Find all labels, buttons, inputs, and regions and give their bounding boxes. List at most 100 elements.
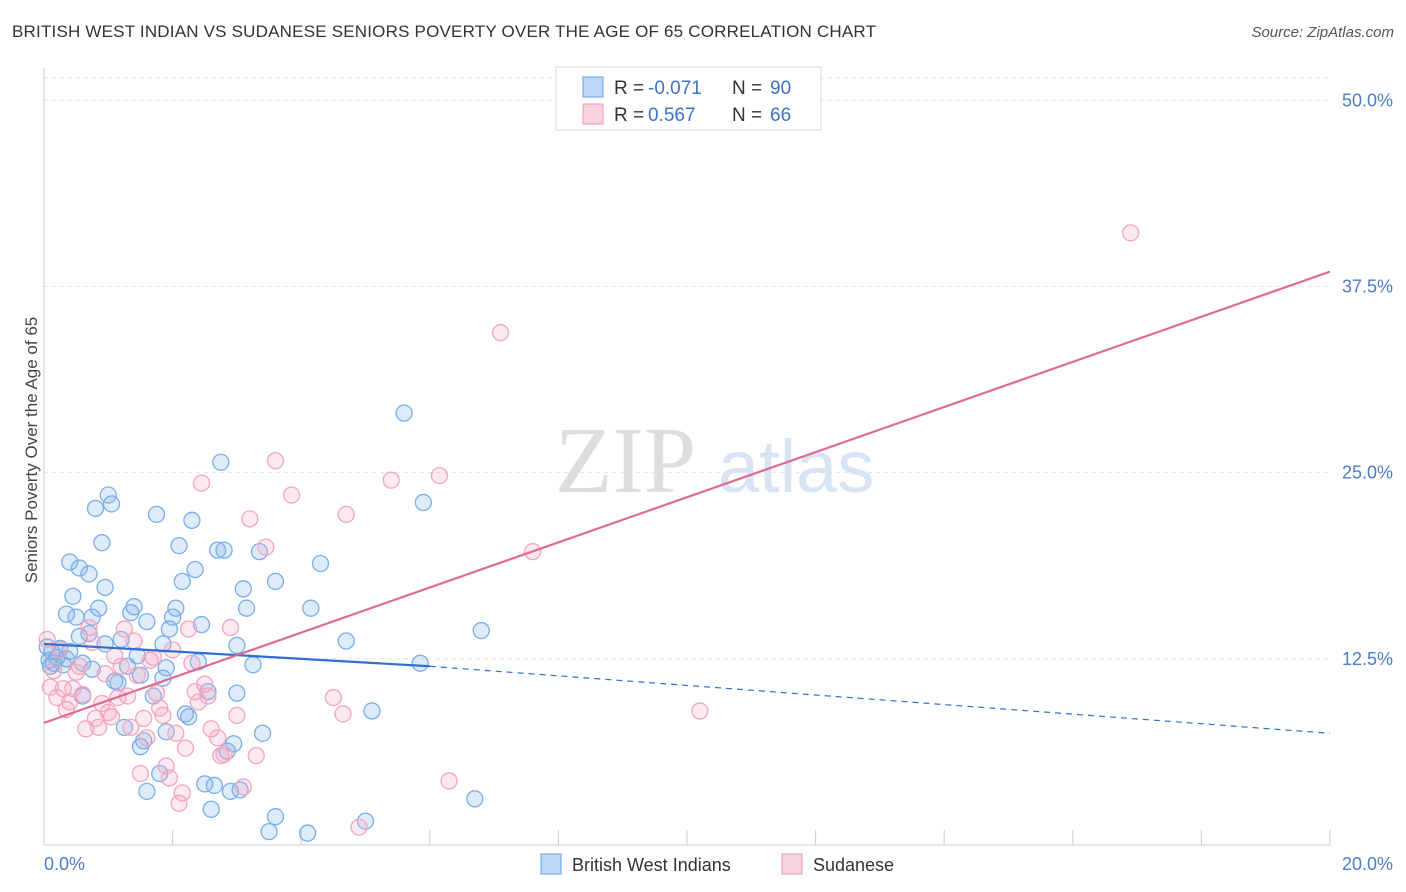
data-point <box>167 599 185 617</box>
data-point <box>334 705 352 723</box>
data-point <box>266 572 285 591</box>
trend-line <box>43 270 1331 724</box>
data-point <box>144 648 162 666</box>
data-point <box>109 674 127 692</box>
data-point <box>237 599 256 617</box>
data-point <box>382 471 400 489</box>
data-point <box>260 822 278 841</box>
data-point <box>221 618 240 637</box>
data-point <box>183 511 201 529</box>
data-point <box>163 641 182 659</box>
series-points <box>38 224 1140 836</box>
data-point <box>257 538 275 556</box>
data-point <box>311 554 330 573</box>
legend-r-value: 0.567 <box>648 105 696 126</box>
data-point <box>112 657 130 675</box>
data-point <box>73 685 92 704</box>
data-point <box>440 772 458 790</box>
watermark-zip: ZIP <box>555 409 696 513</box>
legend-n-label: N = <box>732 78 762 99</box>
data-point <box>125 632 143 650</box>
data-point <box>70 657 89 675</box>
data-point <box>138 729 156 747</box>
data-point <box>691 702 709 720</box>
y-tick-label: 12.5% <box>1342 649 1393 669</box>
data-point <box>154 635 172 653</box>
data-point <box>253 724 272 742</box>
data-point <box>157 659 175 677</box>
data-point <box>96 665 114 683</box>
data-point <box>102 495 121 513</box>
data-point <box>122 718 140 736</box>
legend-n-value: 66 <box>770 105 791 126</box>
legend-swatch <box>540 853 562 875</box>
data-point <box>73 654 92 672</box>
data-point <box>138 782 156 801</box>
data-point <box>115 620 134 638</box>
data-point <box>135 709 153 728</box>
data-point <box>163 608 182 626</box>
data-point <box>208 541 227 559</box>
data-point <box>128 666 146 684</box>
data-point <box>266 808 285 826</box>
data-point <box>192 615 211 634</box>
data-point <box>363 702 381 720</box>
data-point <box>215 745 233 763</box>
data-point <box>102 708 121 726</box>
data-point <box>93 534 111 552</box>
y-tick-label: 50.0% <box>1342 90 1393 110</box>
data-point <box>147 505 166 524</box>
data-point <box>247 746 265 765</box>
data-point <box>80 565 98 583</box>
data-point <box>241 510 259 528</box>
chart-title: BRITISH WEST INDIAN VS SUDANESE SENIORS … <box>12 22 877 41</box>
legend-swatch <box>781 853 803 875</box>
data-point <box>176 705 195 723</box>
watermark-atlas: atlas <box>718 425 874 508</box>
data-point <box>57 605 76 623</box>
data-point <box>302 599 320 617</box>
data-point <box>176 739 195 757</box>
data-point <box>125 598 143 616</box>
data-point <box>90 718 108 736</box>
data-points <box>38 224 1140 842</box>
data-point <box>337 505 355 524</box>
data-point <box>324 688 343 707</box>
x-tick-label: 20.0% <box>1342 854 1393 874</box>
data-point <box>414 493 433 512</box>
data-point <box>86 499 105 518</box>
data-point <box>266 452 285 470</box>
data-point <box>202 720 220 738</box>
data-point <box>180 620 198 638</box>
data-point <box>44 662 63 680</box>
legend-r-label: R = <box>614 78 644 99</box>
data-point <box>205 776 224 795</box>
data-point <box>215 541 233 559</box>
data-point <box>64 679 82 698</box>
data-point <box>173 784 191 802</box>
legend-r-value: -0.071 <box>648 78 702 99</box>
data-point <box>99 486 117 504</box>
legend-swatch <box>582 103 604 125</box>
data-point <box>41 678 60 696</box>
data-point <box>96 578 114 596</box>
data-point <box>356 812 375 830</box>
data-point <box>138 612 156 631</box>
x-tick-label: 0.0% <box>44 854 85 874</box>
y-tick-label: 37.5% <box>1342 277 1393 297</box>
data-point <box>228 706 246 725</box>
gridlines <box>44 77 1330 660</box>
data-point <box>189 693 207 711</box>
data-point <box>228 636 246 655</box>
data-point <box>234 778 252 796</box>
data-point <box>1122 224 1140 242</box>
data-point <box>472 621 490 640</box>
data-point <box>135 732 153 750</box>
data-point <box>70 559 89 577</box>
series-legend: British West Indians Sudanese <box>540 853 894 875</box>
legend-n-value: 90 <box>770 78 791 99</box>
stats-legend: R = -0.071 N = 90 R = 0.567 N = 66 <box>555 66 822 131</box>
data-point <box>167 724 185 742</box>
data-point <box>298 824 317 842</box>
